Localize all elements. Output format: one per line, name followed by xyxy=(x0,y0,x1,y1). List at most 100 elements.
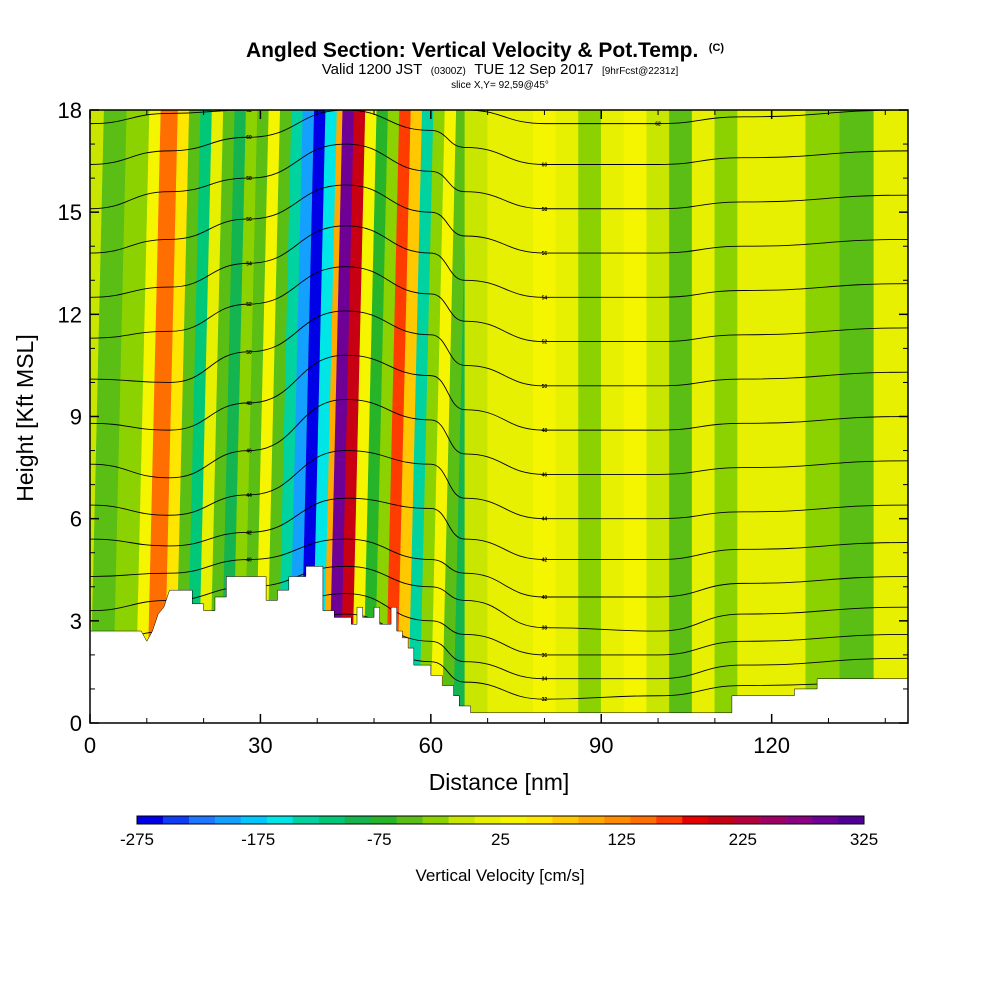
velocity-band xyxy=(328,110,355,723)
contour-line xyxy=(90,450,908,520)
colorbar-tick-label: 325 xyxy=(850,830,878,849)
velocity-band xyxy=(487,110,534,723)
subtitle-date: TUE 12 Sep 2017 xyxy=(474,61,593,78)
x-tick-label: 30 xyxy=(248,733,272,758)
contour-label: 56 xyxy=(542,251,548,257)
contour-line xyxy=(90,354,908,431)
velocity-band xyxy=(385,110,412,723)
colorbar-swatch xyxy=(578,816,605,824)
velocity-band xyxy=(288,110,315,723)
velocity-band xyxy=(254,110,281,723)
contour-label: 42 xyxy=(542,558,548,564)
x-tick-label: 0 xyxy=(84,733,96,758)
velocity-band xyxy=(351,110,378,723)
colorbar-swatch xyxy=(266,816,294,824)
colorbar-tick-label: -275 xyxy=(120,830,154,849)
chart-title-units: (C) xyxy=(709,42,725,54)
velocity-band xyxy=(407,110,434,723)
velocity-band xyxy=(600,110,625,723)
subtitle-zulu: (0300Z) xyxy=(431,66,466,77)
contour-line xyxy=(90,110,908,165)
velocity-band xyxy=(362,110,389,723)
colorbar-label: Vertical Velocity [cm/s] xyxy=(415,866,584,885)
velocity-band xyxy=(163,110,190,723)
colorbar-swatch xyxy=(396,816,423,824)
y-tick-label: 6 xyxy=(70,507,82,532)
y-tick-label: 3 xyxy=(70,609,82,634)
contour-label: 44 xyxy=(246,493,252,499)
slice-label: slice X,Y= 92,59@45° xyxy=(451,80,549,91)
velocity-band xyxy=(220,110,247,723)
contour-line xyxy=(90,225,908,298)
contour-line xyxy=(90,538,908,598)
velocity-band xyxy=(174,110,202,723)
velocity-band xyxy=(339,110,366,723)
colorbar-swatch xyxy=(656,816,683,824)
colorbar-swatch xyxy=(137,816,164,824)
colorbar-tick-label: -175 xyxy=(241,830,275,849)
velocity-band xyxy=(90,110,128,723)
colorbar-swatch xyxy=(214,816,242,824)
contour-label: 54 xyxy=(542,295,548,301)
y-axis-title: Height [Kft MSL] xyxy=(12,334,38,501)
velocity-band xyxy=(805,110,841,723)
velocity-band xyxy=(839,110,875,723)
velocity-band xyxy=(691,110,716,723)
contour-label: 38 xyxy=(542,626,548,632)
contour-line xyxy=(90,184,908,254)
contour-line xyxy=(90,266,908,343)
velocity-band xyxy=(441,110,469,723)
colorbar-swatch xyxy=(734,816,761,824)
colorbar-swatch xyxy=(422,816,449,824)
velocity-band xyxy=(396,110,423,723)
y-tick-label: 18 xyxy=(58,98,82,123)
colorbar-swatch xyxy=(474,816,501,824)
contour-label: 54 xyxy=(246,261,252,267)
colorbar-tick-label: 225 xyxy=(729,830,757,849)
velocity-band xyxy=(322,110,344,723)
contour-line xyxy=(90,143,908,210)
contour-label: 52 xyxy=(542,340,548,346)
contour-label: 46 xyxy=(542,472,548,478)
colorbar-tick-label: 25 xyxy=(491,830,510,849)
x-axis-title: Distance [nm] xyxy=(429,769,570,795)
y-tick-label: 15 xyxy=(58,200,82,225)
colorbar-swatch xyxy=(526,816,553,824)
contour-label: 52 xyxy=(246,302,252,308)
colorbar-swatch xyxy=(708,816,735,824)
contour-label: 32 xyxy=(542,697,548,703)
colorbar-swatch xyxy=(760,816,787,824)
contour-line xyxy=(90,310,908,387)
velocity-band xyxy=(669,110,693,723)
velocity-band xyxy=(771,110,807,723)
colorbar xyxy=(136,815,865,825)
chart-subtitle: Valid 1200 JST (0300Z) TUE 12 Sep 2017 [… xyxy=(322,61,679,78)
velocity-band xyxy=(373,110,400,723)
velocity-band xyxy=(532,110,557,723)
colorbar-swatch xyxy=(448,816,475,824)
velocity-band xyxy=(646,110,670,723)
contour-label: 62 xyxy=(246,108,252,114)
velocity-band xyxy=(243,110,270,723)
velocity-band xyxy=(419,110,446,723)
colorbar-swatch xyxy=(682,816,709,824)
velocity-band xyxy=(714,110,738,723)
contour-label: 62 xyxy=(655,122,661,128)
contour-label: 48 xyxy=(246,401,252,407)
contour-line xyxy=(90,399,908,479)
x-tick-label: 90 xyxy=(589,733,613,758)
colorbar-swatch xyxy=(604,816,631,824)
chart-title-text: Angled Section: Vertical Velocity & Pot.… xyxy=(246,39,698,62)
velocity-band xyxy=(737,110,772,723)
contour-label: 40 xyxy=(246,558,252,564)
velocity-band xyxy=(146,110,179,723)
contour-label: 58 xyxy=(246,176,252,182)
velocity-band xyxy=(578,110,602,723)
contour-label: 60 xyxy=(246,135,252,141)
colorbar-swatch xyxy=(240,816,268,824)
contour-line xyxy=(90,497,908,560)
colorbar-swatch xyxy=(162,816,190,824)
plot-area: 3232343436363838404042424444464648485050… xyxy=(90,108,908,723)
contour-label: 58 xyxy=(542,207,548,213)
